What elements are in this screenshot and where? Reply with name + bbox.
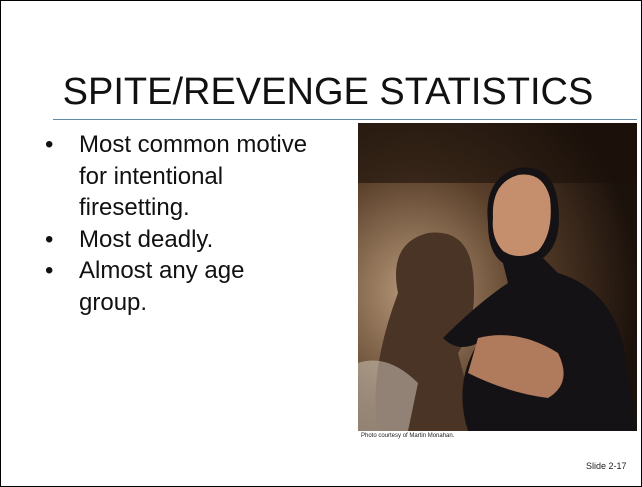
photo-caption: Photo courtesy of Martin Monahan. [361, 433, 454, 439]
photo [358, 123, 637, 431]
bullet-line: Most deadly. [79, 224, 307, 256]
bullet-line: for intentional [79, 161, 307, 193]
bullet-line: Most common motive [79, 129, 307, 161]
bullet-line: group. [79, 287, 307, 319]
bullet-line: firesetting. [79, 192, 307, 224]
slide-number: Slide 2-17 [586, 461, 627, 471]
slide-title: SPITE/REVENGE STATISTICS [21, 71, 635, 114]
bullet: Most deadly. [45, 224, 307, 256]
slide: SPITE/REVENGE STATISTICS Most common mot… [0, 0, 642, 487]
title-rule [53, 119, 637, 120]
bullet-line: Almost any age [79, 255, 307, 287]
